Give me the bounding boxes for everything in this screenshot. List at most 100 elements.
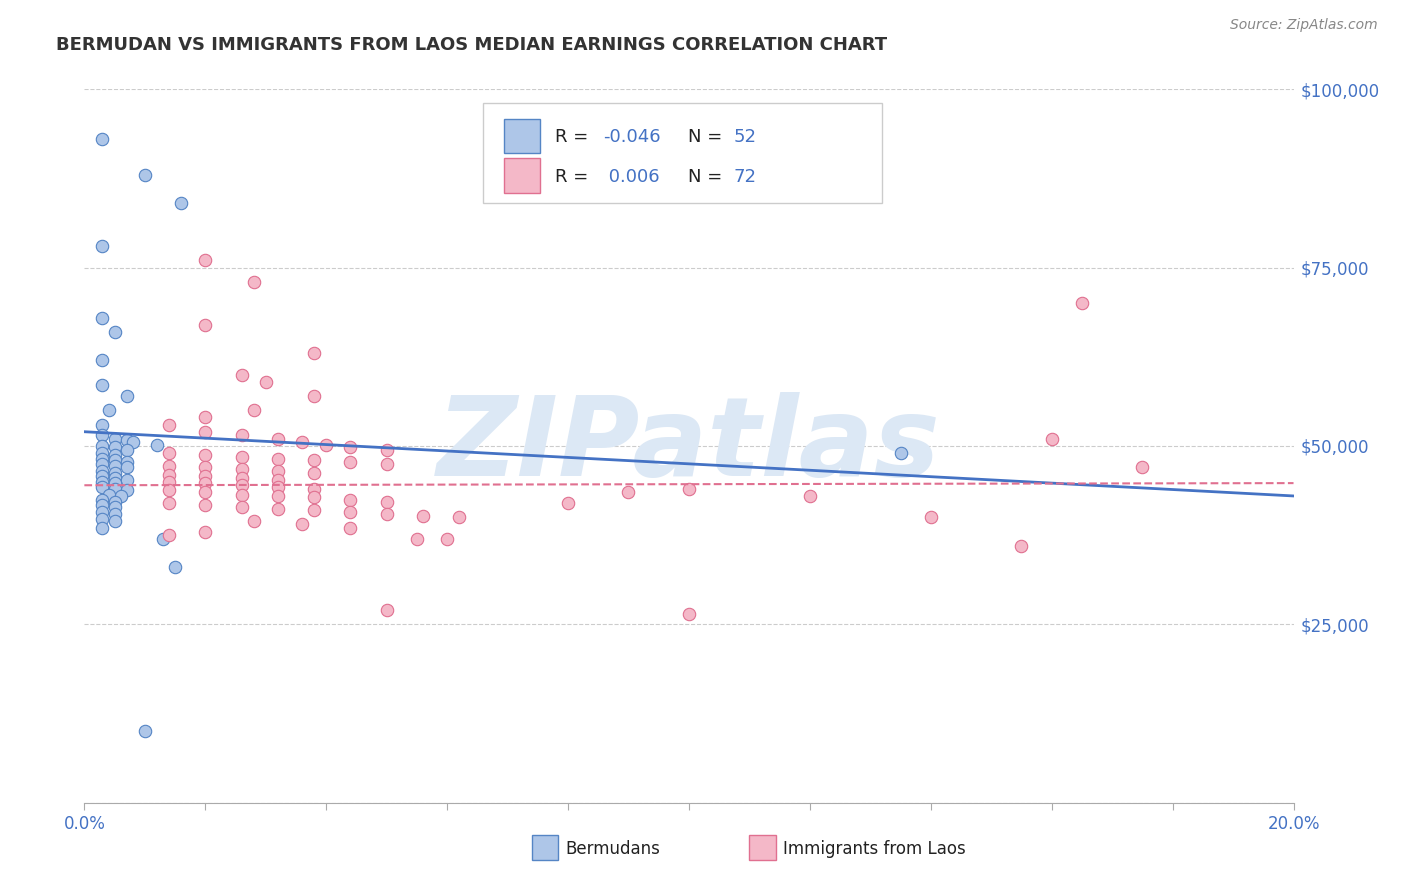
Point	[110, 489, 132, 503]
Point	[194, 318, 217, 332]
Point	[194, 485, 217, 500]
Text: BERMUDAN VS IMMIGRANTS FROM LAOS MEDIAN EARNINGS CORRELATION CHART: BERMUDAN VS IMMIGRANTS FROM LAOS MEDIAN …	[56, 36, 887, 54]
Point	[436, 532, 458, 546]
Point	[104, 507, 127, 521]
Point	[254, 375, 277, 389]
Point	[890, 446, 912, 460]
Point	[157, 467, 180, 482]
Point	[302, 482, 325, 496]
Point	[375, 507, 398, 521]
Point	[91, 521, 114, 535]
Point	[104, 500, 127, 514]
Point	[339, 521, 361, 535]
Point	[302, 466, 325, 480]
Point	[97, 487, 120, 501]
Point	[104, 494, 127, 508]
Point	[406, 532, 429, 546]
Point	[91, 505, 114, 519]
Point	[104, 441, 127, 455]
Point	[339, 441, 361, 455]
Point	[146, 437, 169, 451]
Point	[449, 510, 471, 524]
Point	[115, 389, 138, 403]
Point	[91, 417, 114, 432]
Text: N =: N =	[688, 168, 728, 186]
Point	[242, 275, 264, 289]
Point	[115, 483, 138, 498]
Point	[231, 428, 253, 442]
Point	[231, 450, 253, 464]
Point	[375, 603, 398, 617]
Point	[115, 460, 138, 475]
Point	[194, 460, 217, 475]
Text: 0.006: 0.006	[603, 168, 659, 186]
Point	[115, 442, 138, 457]
Point	[91, 492, 114, 507]
Point	[267, 501, 290, 516]
Point	[194, 253, 217, 268]
Point	[375, 457, 398, 471]
Point	[157, 528, 180, 542]
Point	[412, 508, 434, 523]
Text: Source: ZipAtlas.com: Source: ZipAtlas.com	[1230, 18, 1378, 32]
Point	[242, 403, 264, 417]
Point	[104, 453, 127, 467]
Point	[157, 458, 180, 473]
Point	[91, 480, 114, 494]
Point	[104, 458, 127, 473]
Point	[134, 168, 156, 182]
Point	[291, 517, 314, 532]
Point	[104, 325, 127, 339]
Point	[157, 483, 180, 498]
Point	[91, 464, 114, 478]
Point	[339, 492, 361, 507]
Point	[194, 469, 217, 483]
Point	[339, 455, 361, 469]
Point	[194, 425, 217, 439]
Point	[91, 469, 114, 483]
Point	[1130, 460, 1153, 475]
Bar	[749, 835, 776, 860]
Point	[91, 498, 114, 512]
Point	[267, 464, 290, 478]
Point	[115, 434, 138, 448]
Point	[121, 435, 143, 450]
Point	[157, 496, 180, 510]
Point	[231, 500, 253, 514]
Point	[104, 466, 127, 480]
Point	[170, 196, 193, 211]
Bar	[503, 120, 540, 153]
Point	[231, 368, 253, 382]
Point	[302, 389, 325, 403]
Point	[920, 510, 942, 524]
Point	[157, 446, 180, 460]
Point	[231, 487, 253, 501]
Point	[617, 485, 640, 500]
Point	[91, 428, 114, 442]
Point	[194, 410, 217, 425]
Point	[134, 724, 156, 739]
Point	[165, 560, 187, 574]
FancyBboxPatch shape	[484, 103, 883, 203]
Point	[302, 453, 325, 467]
Point	[91, 439, 114, 453]
Point	[104, 514, 127, 528]
Point	[242, 514, 264, 528]
Point	[91, 132, 114, 146]
Point	[291, 435, 314, 450]
Point	[231, 471, 253, 485]
Text: ZIPatlas: ZIPatlas	[437, 392, 941, 500]
Point	[231, 462, 253, 476]
Point	[157, 475, 180, 489]
Point	[115, 455, 138, 469]
Bar	[531, 835, 558, 860]
Point	[302, 491, 325, 505]
Point	[91, 451, 114, 466]
Point	[91, 475, 114, 489]
Point	[302, 346, 325, 360]
Point	[91, 457, 114, 471]
Point	[104, 482, 127, 496]
Point	[678, 482, 700, 496]
Text: Immigrants from Laos: Immigrants from Laos	[783, 840, 966, 858]
Point	[315, 437, 337, 451]
